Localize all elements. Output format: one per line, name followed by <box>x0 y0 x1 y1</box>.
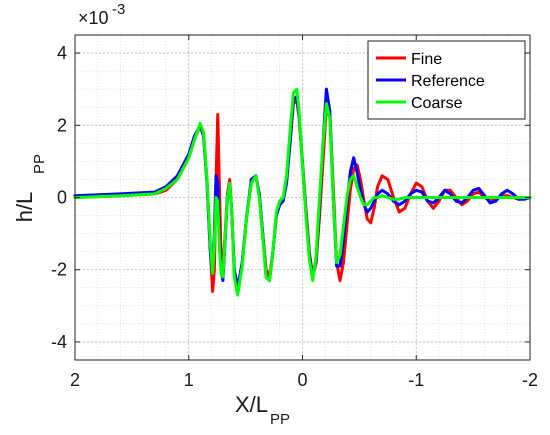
y-exponent-base: ×10 <box>78 8 109 28</box>
y-tick-label: -4 <box>51 332 67 352</box>
y-axis-label: h/L <box>12 192 37 223</box>
legend: Fine Reference Coarse <box>367 40 526 120</box>
y-axis-label-group: h/L PP <box>12 154 48 222</box>
y-exponent-power: -3 <box>112 1 125 18</box>
y-tick-label: 4 <box>57 43 67 63</box>
series-layer <box>73 87 532 297</box>
y-tick-label: 2 <box>57 115 67 135</box>
legend-label: Fine <box>411 51 442 68</box>
x-axis-label: X/L <box>235 392 268 417</box>
y-tick-label: -2 <box>51 260 67 280</box>
x-tick-label: -1 <box>408 370 424 390</box>
y-tick-label: 0 <box>57 188 67 208</box>
x-tick-label: 2 <box>70 370 80 390</box>
x-tick-label: -2 <box>522 370 538 390</box>
x-axis-label-subscript: PP <box>270 411 290 428</box>
x-tick-label: 0 <box>297 370 307 390</box>
x-tick-label: 1 <box>184 370 194 390</box>
legend-label: Coarse <box>411 95 463 112</box>
y-axis-label-subscript: PP <box>31 154 48 174</box>
series-line-coarse <box>73 87 532 297</box>
legend-label: Reference <box>411 73 485 90</box>
ticks-layer: 2 1 0 -1 -2 -4 -2 0 2 4 <box>51 35 538 390</box>
